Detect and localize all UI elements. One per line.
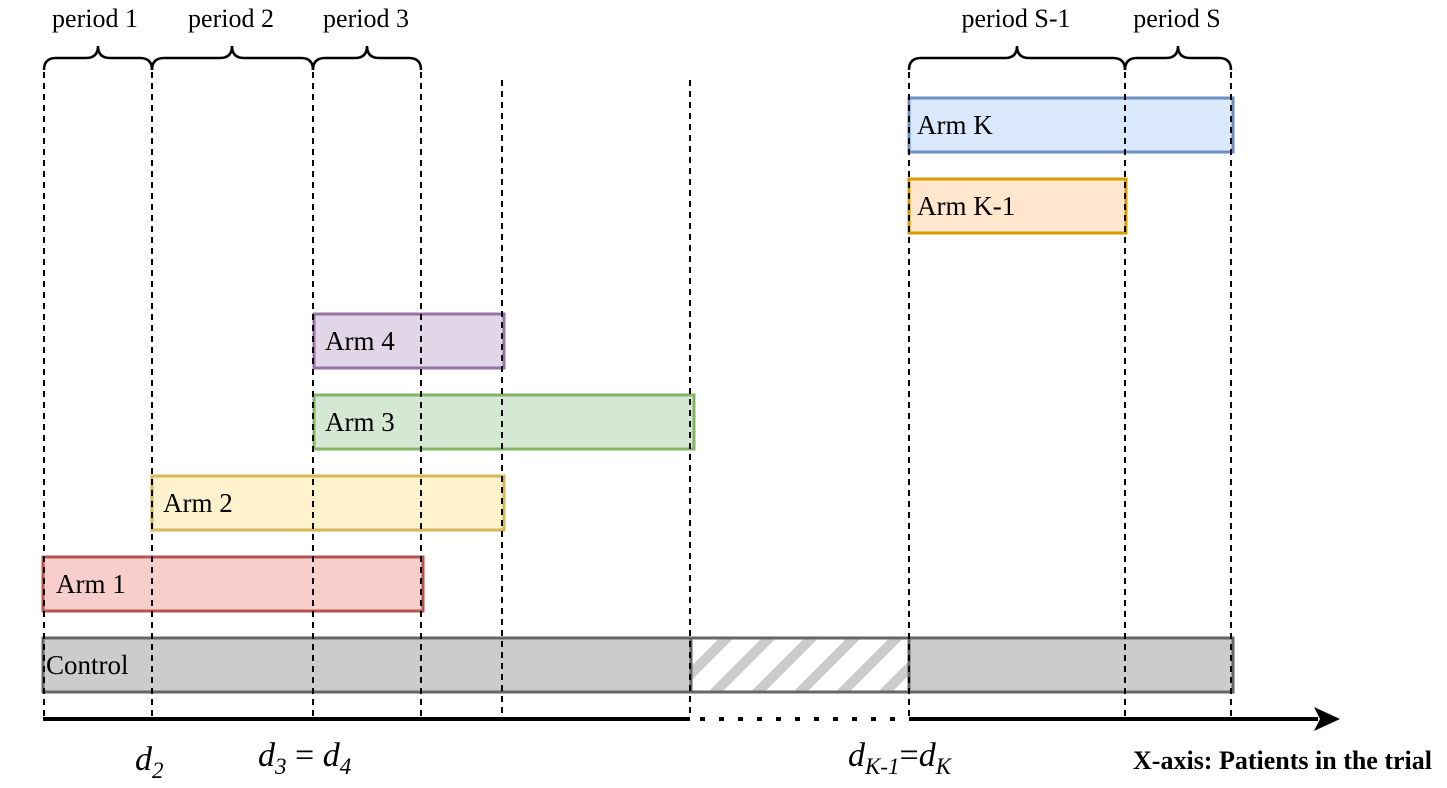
brace-period-2 — [150, 45, 315, 71]
d3-d4-label: d3 = d4 — [258, 737, 351, 779]
arm-4-bar — [312, 312, 506, 370]
x-axis-label: X-axis: Patients in the trial — [1133, 746, 1432, 775]
axis-arrowhead — [1314, 707, 1340, 731]
control-bar-left — [41, 636, 693, 694]
period-3-label: period 3 — [323, 4, 409, 33]
arm-k-bar — [907, 96, 1235, 154]
x-axis — [43, 707, 1340, 731]
arm-4-label: Arm 4 — [325, 326, 395, 356]
arm-2-label: Arm 2 — [163, 488, 233, 518]
period-2-label: period 2 — [188, 4, 274, 33]
arm-labels: Arm K Arm K-1 Arm 4 Arm 3 Arm 2 Arm 1 Co… — [46, 110, 1015, 680]
arm-bars — [41, 96, 1235, 694]
period-s-label: period S — [1133, 4, 1220, 33]
arm-3-label: Arm 3 — [325, 407, 395, 437]
d2-label: d2 — [135, 741, 164, 783]
brace-period-s — [1123, 45, 1233, 71]
brace-period-s-1 — [907, 45, 1127, 71]
brace-period-3 — [311, 45, 423, 71]
control-bar-right — [907, 636, 1235, 694]
arm-k-minus-1-bar — [907, 177, 1128, 235]
period-braces — [42, 45, 1233, 71]
period-labels: period 1 period 2 period 3 period S-1 pe… — [52, 4, 1221, 33]
control-label: Control — [46, 650, 129, 680]
period-1-label: period 1 — [52, 4, 138, 33]
arm-k-minus-1-label: Arm K-1 — [917, 191, 1015, 221]
brace-period-1 — [42, 45, 154, 71]
arm-2-bar — [150, 474, 506, 532]
control-bar-hatched — [689, 636, 911, 694]
arm-k-label: Arm K — [917, 110, 993, 140]
dk-label: dK-1=dK — [848, 737, 953, 779]
period-s-1-label: period S-1 — [961, 4, 1070, 33]
arm-3-bar — [312, 393, 696, 451]
d-labels: d2 d3 = d4 dK-1=dK — [135, 737, 953, 783]
arm-1-label: Arm 1 — [56, 569, 126, 599]
dashed-dividers — [43, 72, 1232, 718]
